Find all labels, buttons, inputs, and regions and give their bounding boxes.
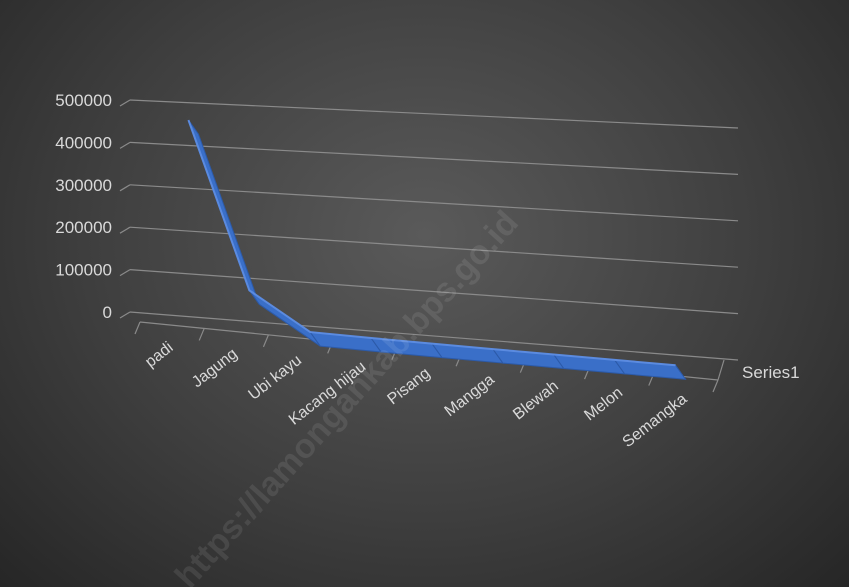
gridline-edge — [119, 311, 131, 319]
series-line — [187, 119, 676, 367]
x-tick-mark — [262, 334, 269, 348]
x-category-label: Semangka — [620, 390, 691, 451]
gridline-edge — [119, 269, 131, 277]
x-tick-mark — [198, 328, 205, 341]
legend-entry-series1: Series1 — [742, 363, 800, 382]
gridline — [129, 311, 739, 361]
gridline — [129, 269, 739, 315]
x-tick-mark — [134, 321, 141, 335]
y-tick-label: 300000 — [55, 176, 112, 195]
gridline-edge — [119, 226, 131, 234]
gridline — [129, 141, 739, 175]
y-tick-label: 200000 — [55, 218, 112, 237]
gridline — [129, 226, 739, 268]
x-category-label: Mangga — [442, 371, 498, 420]
gridline-edge — [119, 99, 131, 107]
y-tick-label: 400000 — [55, 133, 112, 152]
gridline — [129, 184, 739, 222]
x-category-label: padi — [142, 339, 176, 371]
x-category-label: Blewah — [510, 378, 562, 424]
y-axis-ticks: 0 100000 200000 300000 400000 500000 — [55, 91, 112, 322]
x-category-label: Ubi kayu — [245, 352, 305, 404]
series-ribbon — [187, 119, 687, 380]
gridline — [129, 99, 739, 129]
gridline-edge — [119, 141, 131, 149]
depth-axis-tick — [717, 359, 725, 381]
y-tick-label: 0 — [103, 303, 112, 322]
y-tick-label: 100000 — [55, 261, 112, 280]
y-tick-label: 500000 — [55, 91, 112, 110]
gridline-edge — [119, 184, 131, 192]
legend: Series1 — [742, 363, 800, 382]
x-tick-mark — [712, 379, 719, 393]
x-category-label: Jagung — [189, 345, 241, 391]
x-category-label: Melon — [581, 384, 626, 424]
